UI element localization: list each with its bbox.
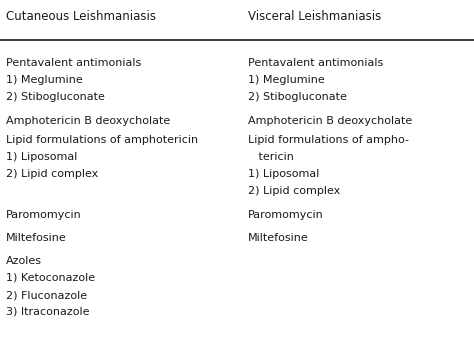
Text: 3) Itraconazole: 3) Itraconazole (6, 307, 90, 317)
Text: 2) Lipid complex: 2) Lipid complex (6, 169, 98, 179)
Text: Cutaneous Leishmaniasis: Cutaneous Leishmaniasis (6, 10, 156, 23)
Text: Visceral Leishmaniasis: Visceral Leishmaniasis (248, 10, 381, 23)
Text: Amphotericin B deoxycholate: Amphotericin B deoxycholate (248, 116, 412, 126)
Text: 2) Stibogluconate: 2) Stibogluconate (6, 92, 105, 102)
Text: 1) Ketoconazole: 1) Ketoconazole (6, 273, 95, 283)
Text: Azoles: Azoles (6, 256, 42, 266)
Text: Lipid formulations of ampho-: Lipid formulations of ampho- (248, 135, 409, 145)
Text: Paromomycin: Paromomycin (6, 210, 82, 220)
Text: Miltefosine: Miltefosine (248, 233, 309, 243)
Text: 2) Lipid complex: 2) Lipid complex (248, 186, 340, 196)
Text: Miltefosine: Miltefosine (6, 233, 67, 243)
Text: Pentavalent antimonials: Pentavalent antimonials (248, 58, 383, 68)
Text: Amphotericin B deoxycholate: Amphotericin B deoxycholate (6, 116, 170, 126)
Text: 1) Meglumine: 1) Meglumine (248, 75, 325, 85)
Text: Lipid formulations of amphotericin: Lipid formulations of amphotericin (6, 135, 198, 145)
Text: 1) Meglumine: 1) Meglumine (6, 75, 83, 85)
Text: 2) Stibogluconate: 2) Stibogluconate (248, 92, 347, 102)
Text: 2) Fluconazole: 2) Fluconazole (6, 290, 87, 300)
Text: 1) Liposomal: 1) Liposomal (6, 152, 77, 162)
Text: 1) Liposomal: 1) Liposomal (248, 169, 319, 179)
Text: tericin: tericin (248, 152, 294, 162)
Text: Pentavalent antimonials: Pentavalent antimonials (6, 58, 141, 68)
Text: Paromomycin: Paromomycin (248, 210, 324, 220)
